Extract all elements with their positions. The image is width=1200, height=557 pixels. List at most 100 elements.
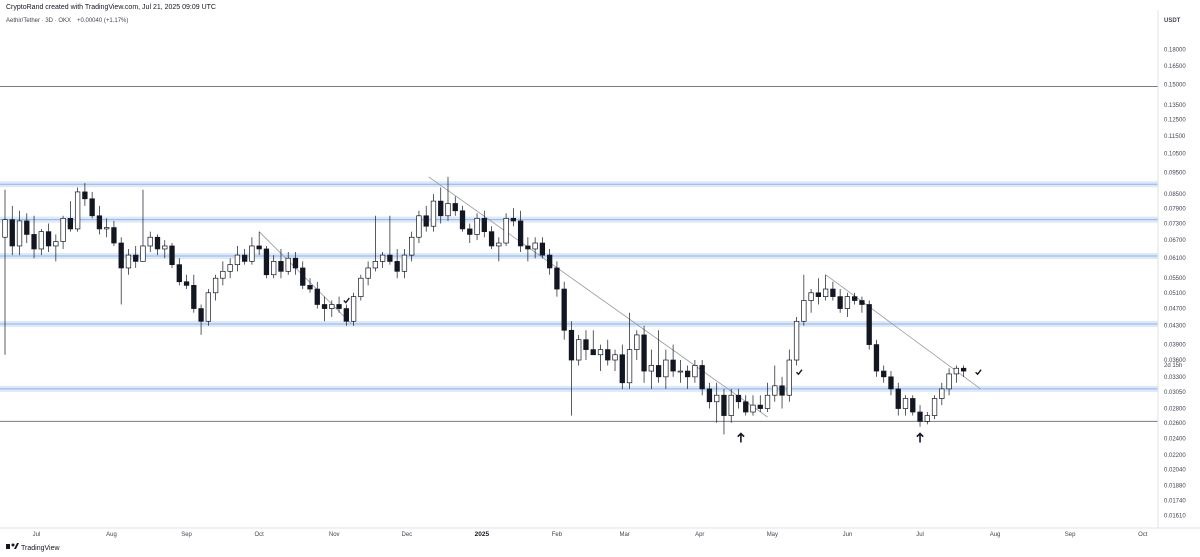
- candle-body: [60, 217, 66, 242]
- price-tick-label: 0.04700: [1164, 307, 1186, 313]
- candle-body: [764, 394, 771, 409]
- candle-body: [401, 254, 408, 272]
- candle-body: [619, 354, 625, 384]
- candle-body: [2, 219, 8, 238]
- candle-body: [9, 219, 15, 247]
- time-tick-label: Jul: [33, 532, 41, 538]
- candle: [263, 245, 270, 279]
- price-tick-label: 0.05100: [1164, 291, 1186, 297]
- candle: [147, 231, 153, 252]
- candle-body: [169, 245, 175, 266]
- candle: [183, 274, 190, 290]
- candle-body: [249, 245, 255, 262]
- candle: [801, 274, 807, 326]
- candle: [619, 344, 625, 389]
- price-tick-label: 0.02200: [1164, 453, 1186, 459]
- currency-label[interactable]: USDT: [1164, 18, 1181, 24]
- candle-body: [714, 394, 720, 403]
- candle-body: [793, 320, 800, 361]
- candle: [416, 210, 422, 244]
- candle-body: [234, 254, 241, 266]
- candle-body: [481, 217, 487, 233]
- candle: [430, 194, 437, 232]
- candle: [314, 281, 320, 309]
- candle-body: [510, 217, 517, 222]
- candle-body: [162, 245, 168, 250]
- candle: [9, 205, 15, 256]
- candles: [2, 176, 967, 435]
- price-tick-label: 0.07900: [1164, 206, 1186, 212]
- candle-body: [779, 385, 785, 396]
- candle-body: [960, 367, 967, 372]
- candle: [735, 388, 742, 409]
- candle-body: [648, 365, 654, 372]
- candle-body: [931, 398, 938, 416]
- time-axis[interactable]: Jul Aug Sep Oct Nov Dec 2025 Feb Mar Apr May Jun Jul…: [33, 531, 1148, 538]
- candle: [830, 281, 836, 301]
- time-tick-label: Dec: [402, 532, 413, 538]
- candle: [554, 261, 560, 297]
- candle: [227, 258, 233, 279]
- candle: [496, 237, 502, 262]
- candle-body: [438, 200, 444, 217]
- candle-body: [866, 304, 872, 345]
- candle-body: [815, 292, 822, 297]
- candle-body: [350, 296, 357, 322]
- candle-body: [910, 398, 916, 413]
- check-icon: [343, 297, 350, 304]
- candle: [910, 395, 916, 416]
- candle-body: [321, 304, 328, 309]
- candle-body: [692, 365, 698, 378]
- candle: [517, 210, 524, 252]
- symbol-label[interactable]: Aethir/Tether · 3D · OKX: [6, 18, 71, 24]
- candle-body: [496, 242, 502, 247]
- candle-body: [655, 365, 662, 378]
- price-tick-label: 0.03050: [1164, 390, 1186, 396]
- candle: [881, 365, 887, 383]
- candle-body: [409, 236, 415, 256]
- price-tick-label: 0.18000: [1164, 47, 1186, 53]
- price-tick-label: 0.02040: [1164, 468, 1186, 474]
- candle-body: [89, 198, 95, 217]
- tradingview-logo[interactable]: TradingView: [6, 543, 60, 552]
- time-tick-label: Nov: [329, 532, 340, 538]
- candle: [583, 330, 589, 361]
- candle-body: [292, 257, 299, 269]
- candle-body: [539, 242, 546, 256]
- candle-body: [125, 254, 132, 269]
- candle: [329, 300, 335, 317]
- price-tick-label: 0.01610: [1164, 513, 1186, 519]
- candle-body: [743, 401, 749, 413]
- candle: [358, 274, 364, 301]
- candle: [764, 382, 771, 413]
- brand-name: TradingView: [21, 545, 60, 552]
- price-axis[interactable]: 0.18000 0.16500 0.15000 0.13500 0.12500 0.115…: [1164, 47, 1186, 519]
- candle: [154, 234, 161, 256]
- candle: [438, 187, 444, 224]
- candle-body: [220, 270, 226, 279]
- candle: [815, 278, 822, 305]
- candle: [118, 237, 124, 305]
- annotation-markers: [343, 297, 982, 443]
- candle: [53, 234, 59, 262]
- candle: [960, 365, 967, 377]
- candle: [866, 300, 872, 350]
- candle: [191, 274, 197, 313]
- candle: [220, 261, 226, 286]
- candle: [931, 395, 938, 420]
- candle-body: [147, 236, 153, 247]
- candle-body: [24, 220, 30, 235]
- candle-body: [532, 242, 538, 250]
- candle: [401, 248, 408, 279]
- candle: [779, 376, 785, 409]
- time-tick-label: Jun: [843, 532, 853, 538]
- candle: [24, 213, 30, 244]
- price-tick-label: 0.03600: [1164, 358, 1186, 364]
- candle-body: [721, 394, 727, 416]
- candle-body: [561, 288, 567, 331]
- candle: [605, 339, 611, 366]
- candle: [547, 248, 553, 275]
- candle: [939, 382, 945, 406]
- candle: [321, 296, 328, 322]
